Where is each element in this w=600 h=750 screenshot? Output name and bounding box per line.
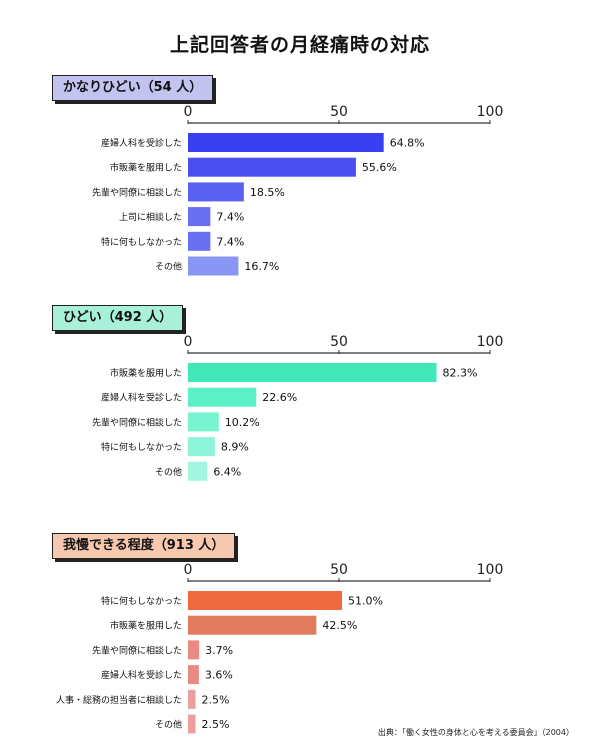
category-label: 産婦人科を受診した xyxy=(101,669,182,681)
value-label: 7.4% xyxy=(216,211,244,224)
value-label: 2.5% xyxy=(202,693,230,706)
tick-label: 0 xyxy=(184,104,193,120)
bar xyxy=(188,387,257,407)
bar xyxy=(188,412,219,432)
value-label: 2.5% xyxy=(202,718,230,731)
category-label: 市販薬を服用した xyxy=(110,620,182,632)
bar xyxy=(188,133,384,152)
bar-chart-severe: 0 50 100 産婦人科を受診した 64.8% 市販薬を服用した 55.6% 先輩や同僚に相… xyxy=(92,104,504,276)
tick-label: 50 xyxy=(330,562,348,578)
bar xyxy=(188,640,200,660)
bar xyxy=(188,714,196,734)
bar xyxy=(188,437,215,457)
value-label: 8.9% xyxy=(221,441,249,454)
tick-label: 0 xyxy=(184,562,193,578)
category-label: 産婦人科を受診した xyxy=(101,137,182,149)
value-label: 82.3% xyxy=(443,367,478,380)
category-label: 先輩や同僚に相談した xyxy=(92,644,182,656)
bar xyxy=(188,182,244,202)
category-label: 市販薬を服用した xyxy=(110,367,182,379)
page-title: 上記回答者の月経痛時の対応 xyxy=(169,34,430,56)
category-label: 先輩や同僚に相談した xyxy=(92,416,182,428)
tick-label: 100 xyxy=(477,334,504,350)
tick-label: 0 xyxy=(184,334,193,350)
value-label: 10.2% xyxy=(225,416,260,429)
value-label: 55.6% xyxy=(362,161,397,174)
bar xyxy=(188,363,437,382)
section-label-severe: かなりひどい（54 人） xyxy=(52,75,214,101)
source-note: 出典：「働く女性の身体と心を考える委員会」（2004） xyxy=(377,728,574,737)
bar xyxy=(188,256,239,276)
tick-label: 50 xyxy=(330,104,348,120)
bar xyxy=(188,157,356,177)
value-label: 3.6% xyxy=(205,669,233,682)
category-label: 産婦人科を受診した xyxy=(101,392,182,404)
bar xyxy=(188,461,208,481)
section-label-bearable: 我慢できる程度（913 人） xyxy=(52,533,236,559)
value-label: 7.4% xyxy=(216,235,244,248)
category-label: 先輩や同僚に相談した xyxy=(92,186,182,198)
value-label: 64.8% xyxy=(390,137,425,150)
value-label: 22.6% xyxy=(262,391,297,404)
category-label: 特に何もしなかった xyxy=(101,236,182,248)
bar xyxy=(188,231,211,251)
bar xyxy=(188,615,317,635)
bar xyxy=(188,689,196,709)
tick-label: 100 xyxy=(477,104,504,120)
category-label: その他 xyxy=(155,466,182,478)
tick-label: 50 xyxy=(330,334,348,350)
tick-label: 100 xyxy=(477,562,504,578)
category-label: 上司に相談した xyxy=(119,211,182,223)
bar-chart-bearable: 0 50 100 特に何もしなかった 51.0% 市販薬を服用した 42.5% 先輩や同僚に相… xyxy=(56,562,504,734)
value-label: 3.7% xyxy=(205,644,233,657)
category-label: 特に何もしなかった xyxy=(101,441,182,453)
bar xyxy=(188,665,199,685)
bar xyxy=(188,591,343,610)
bar-chart-painful: 0 50 100 市販薬を服用した 82.3% 産婦人科を受診した 22.6% 先輩や同僚に相… xyxy=(92,334,504,481)
category-label: 人事・総務の担当者に相談した xyxy=(56,694,182,706)
category-label: 市販薬を服用した xyxy=(110,162,182,174)
value-label: 51.0% xyxy=(348,595,383,608)
category-label: その他 xyxy=(155,719,182,731)
value-label: 18.5% xyxy=(250,186,285,199)
value-label: 42.5% xyxy=(322,619,357,632)
value-label: 6.4% xyxy=(213,465,241,478)
section-label-painful: ひどい（492 人） xyxy=(52,305,184,331)
value-label: 16.7% xyxy=(244,260,279,273)
bar xyxy=(188,207,211,227)
category-label: 特に何もしなかった xyxy=(101,595,182,607)
category-label: その他 xyxy=(155,261,182,273)
